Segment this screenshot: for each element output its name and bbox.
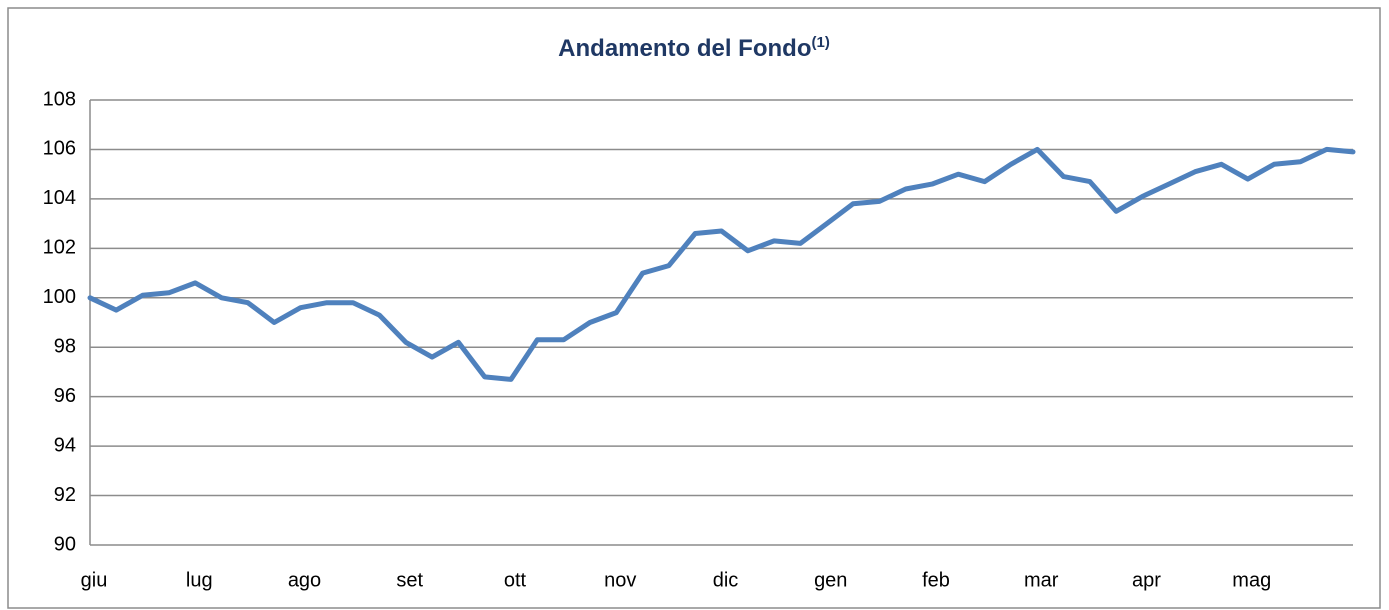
y-tick-label: 100 (43, 286, 76, 308)
x-tick-label: lug (186, 569, 213, 591)
x-tick-label: dic (713, 569, 739, 591)
y-tick-label: 108 (43, 88, 76, 110)
x-tick-label: nov (604, 569, 636, 591)
chart-title-group: Andamento del Fondo(1) (558, 34, 830, 62)
y-tick-label: 96 (54, 385, 76, 407)
y-tick-label: 104 (43, 187, 76, 209)
chart-title: Andamento del Fondo (558, 35, 811, 62)
x-tick-label: mag (1232, 569, 1271, 591)
y-tick-label: 98 (54, 336, 76, 358)
y-tick-label: 94 (54, 434, 76, 456)
x-tick-label: apr (1132, 569, 1161, 591)
x-tick-label: ott (504, 569, 527, 591)
y-tick-label: 90 (54, 533, 76, 555)
x-tick-label: gen (814, 569, 847, 591)
data-line (87, 146, 1356, 382)
chart-frame (7, 7, 1381, 609)
x-tick-label: feb (922, 569, 950, 591)
y-tick-label: 106 (43, 138, 76, 160)
y-tick-label: 92 (54, 484, 76, 506)
title-note: (1) (811, 34, 829, 51)
x-tick-label: ago (288, 569, 321, 591)
x-tick-label: giu (81, 569, 108, 591)
x-tick-label: set (396, 569, 423, 591)
y-tick-label: 102 (43, 237, 76, 259)
x-tick-label: mar (1024, 569, 1059, 591)
